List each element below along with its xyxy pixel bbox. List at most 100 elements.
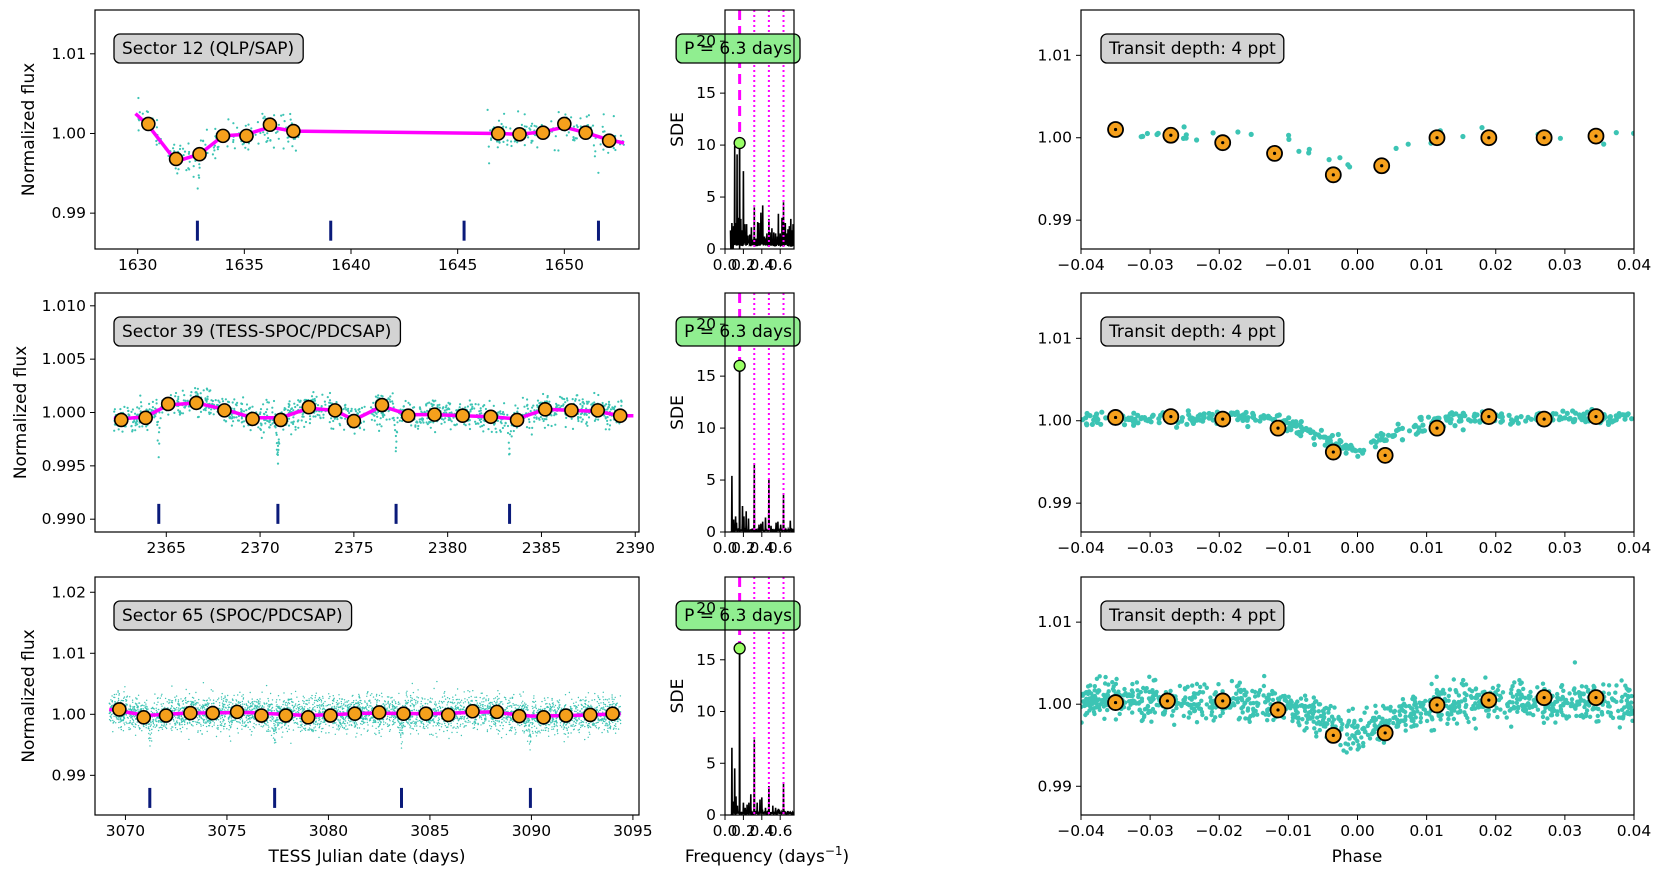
- data-point: [582, 402, 586, 405]
- data-point: [204, 716, 207, 718]
- data-point: [444, 406, 447, 409]
- data-point: [213, 702, 215, 705]
- data-point: [466, 717, 468, 720]
- binned-point-center: [1380, 164, 1384, 168]
- data-point: [495, 725, 497, 727]
- data-point: [402, 733, 404, 735]
- data-point: [280, 114, 283, 117]
- data-point: [506, 719, 508, 721]
- data-point: [1197, 417, 1203, 423]
- data-point: [173, 708, 176, 710]
- data-point: [1290, 422, 1296, 429]
- data-point: [321, 711, 323, 714]
- data-point: [1248, 131, 1254, 137]
- data-point: [405, 692, 407, 694]
- data-point: [375, 412, 378, 415]
- data-point: [581, 724, 583, 726]
- data-point: [576, 415, 580, 419]
- data-point: [555, 403, 558, 407]
- data-point: [506, 139, 509, 142]
- data-point: [192, 165, 195, 168]
- data-point: [434, 431, 437, 434]
- data-point: [358, 697, 361, 699]
- data-point: [477, 403, 480, 406]
- data-point: [584, 706, 586, 708]
- data-point: [233, 147, 236, 150]
- data-point: [528, 735, 530, 737]
- data-point: [192, 175, 195, 178]
- data-point: [134, 421, 137, 425]
- data-point: [333, 700, 335, 702]
- data-point: [474, 722, 476, 724]
- data-point: [468, 399, 471, 402]
- data-point: [503, 112, 506, 115]
- data-point: [579, 117, 582, 120]
- binned-point: [564, 403, 579, 418]
- data-point: [247, 148, 250, 151]
- data-point: [299, 400, 302, 403]
- data-point: [455, 699, 458, 701]
- data-point: [534, 700, 537, 703]
- data-point: [131, 408, 134, 411]
- data-point: [394, 701, 397, 703]
- data-point: [347, 407, 350, 410]
- data-point: [110, 720, 112, 722]
- data-point: [314, 726, 316, 728]
- data-point: [1135, 420, 1141, 426]
- data-point: [378, 719, 380, 721]
- depth-label: Transit depth: 4 ppt: [1100, 33, 1285, 64]
- data-point: [345, 715, 348, 718]
- data-point: [354, 410, 358, 413]
- panel-light-curve-3: Sector 39 (TESS-SPOC/PDCSAP)2365 2370 2375…: [11, 292, 655, 557]
- data-point: [257, 701, 260, 703]
- data-point: [268, 421, 271, 424]
- data-point: [542, 419, 545, 423]
- data-point: [145, 727, 147, 729]
- data-point: [434, 701, 436, 703]
- y-tick-label: 1.01: [1037, 46, 1072, 64]
- data-point: [378, 725, 380, 728]
- data-point: [225, 700, 227, 702]
- data-point: [518, 706, 521, 708]
- data-point: [378, 730, 380, 732]
- data-point: [489, 725, 491, 727]
- data-point: [227, 704, 229, 707]
- data-point: [354, 408, 357, 411]
- y-tick-label: 0.99: [1037, 494, 1072, 512]
- data-point: [551, 726, 553, 728]
- data-point: [252, 715, 254, 717]
- data-point: [561, 726, 563, 728]
- data-point: [1443, 414, 1449, 420]
- data-point: [564, 425, 567, 429]
- data-point: [553, 722, 555, 724]
- data-point: [479, 425, 482, 428]
- data-point: [354, 724, 357, 727]
- data-point: [421, 698, 424, 700]
- data-point: [186, 722, 189, 724]
- data-point: [241, 720, 244, 723]
- data-point: [440, 726, 443, 728]
- x-tick-label: 0.03: [1548, 539, 1583, 557]
- data-point: [414, 721, 416, 723]
- binned-point: [400, 408, 416, 424]
- data-point: [393, 719, 395, 721]
- data-point: [134, 424, 137, 427]
- data-point: [508, 452, 511, 455]
- data-point: [364, 701, 366, 703]
- data-point: [400, 743, 403, 745]
- data-point: [304, 706, 306, 708]
- y-tick-label: 0.99: [51, 204, 86, 222]
- data-point: [544, 699, 546, 701]
- data-point: [323, 400, 326, 403]
- data-point: [224, 725, 226, 727]
- data-point: [572, 125, 576, 128]
- data-point: [309, 724, 311, 727]
- data-point: [1347, 164, 1353, 170]
- data-point: [548, 710, 550, 712]
- data-point: [217, 145, 220, 148]
- data-point: [1201, 414, 1207, 421]
- data-point: [542, 392, 545, 396]
- data-point: [345, 408, 348, 411]
- data-point: [228, 735, 231, 737]
- data-point: [501, 701, 503, 703]
